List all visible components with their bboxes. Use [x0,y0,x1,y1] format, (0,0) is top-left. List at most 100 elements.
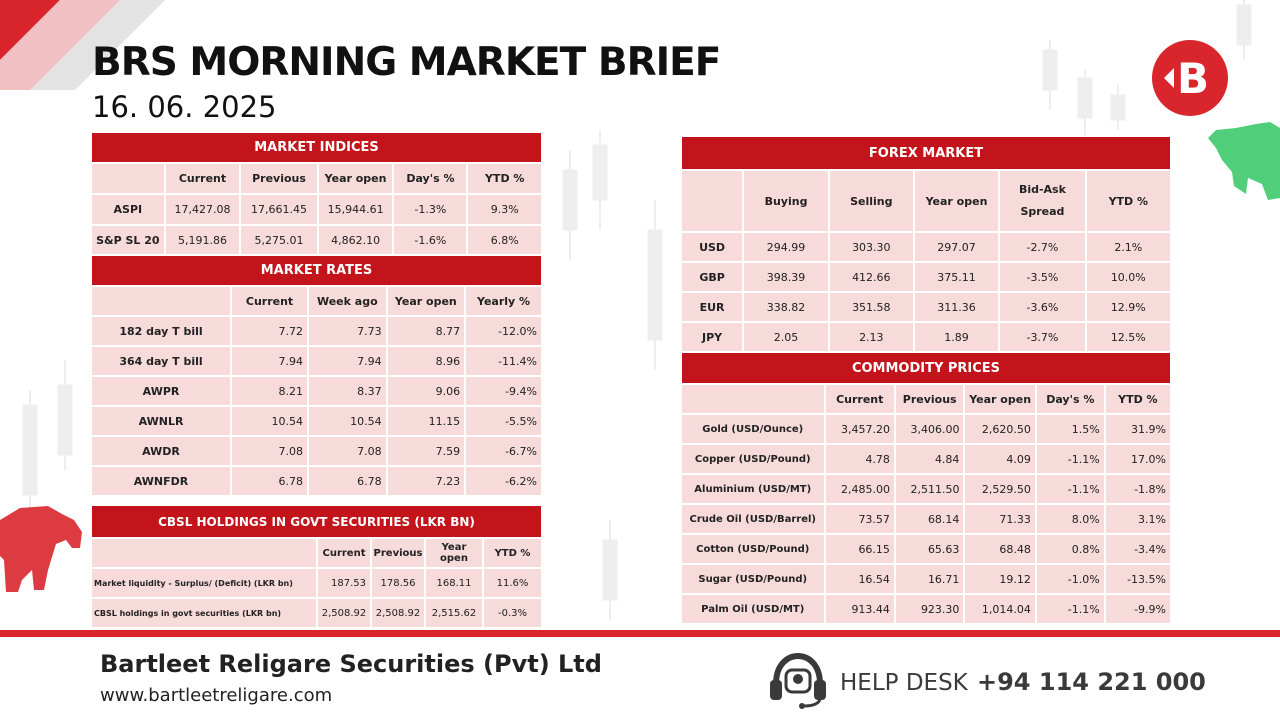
cell-value: 311.36 [914,293,999,321]
forex-market-table: FOREX MARKET Buying Selling Year open Bi… [680,135,1172,353]
cell-value: -1.6% [394,226,467,255]
cell-value: 2.13 [829,323,913,351]
bear-silhouette [0,506,82,592]
table-row: Aluminium (USD/MT) 2,485.00 2,511.50 2,5… [682,475,1170,503]
row-label: Aluminium (USD/MT) [682,475,824,503]
company-name: Bartleet Religare Securities (Pvt) Ltd [100,650,602,678]
cell-value: -1.1% [1036,445,1104,473]
cell-value: 187.53 [318,569,370,597]
cell-value: 7.08 [232,437,308,465]
cell-value: 7.94 [232,347,308,375]
page-title: BRS MORNING MARKET BRIEF [92,40,721,85]
column-header: YTD % [484,539,541,567]
cell-value: 2,529.50 [965,475,1035,503]
row-label: AWNFDR [92,467,231,495]
row-label: Market liquidity - Surplus/ (Deficit) (L… [92,569,316,597]
table-row: S&P SL 20 5,191.86 5,275.01 4,862.10 -1.… [92,226,541,255]
headset-icon [770,652,826,709]
commodity-prices-title: COMMODITY PRICES [682,353,1170,383]
column-header: Current [232,287,308,315]
cell-value: -1.0% [1036,565,1104,593]
cell-value: 7.73 [309,317,386,345]
column-header: Bid-Ask Spread [1000,171,1085,231]
helpdesk-label: HELP DESK [840,670,968,696]
cell-value: 68.48 [965,535,1035,563]
cbsl-holdings-title: CBSL HOLDINGS IN GOVT SECURITIES (LKR BN… [92,506,541,537]
cell-value: 2,485.00 [825,475,894,503]
cell-value: 8.0% [1036,505,1104,533]
cell-value: 3,406.00 [895,415,964,443]
cell-value: 4.78 [825,445,894,473]
cell-value: -9.9% [1105,595,1170,623]
cell-value: -2.7% [1000,233,1085,261]
brs-logo-icon: B [1152,40,1228,116]
column-header: Current [825,385,894,413]
column-header: YTD % [1086,171,1170,231]
column-header: Year open [914,171,999,231]
cell-value: 3.1% [1105,505,1170,533]
cell-value: 11.15 [387,407,465,435]
row-label: Sugar (USD/Pound) [682,565,824,593]
row-label: EUR [682,293,743,321]
row-label: USD [682,233,743,261]
cell-value: 10.0% [1086,263,1170,291]
cell-value: 16.71 [895,565,964,593]
row-label: Gold (USD/Ounce) [682,415,824,443]
column-header: Year open [965,385,1035,413]
cell-value: 31.9% [1105,415,1170,443]
cell-value: -6.7% [466,437,541,465]
cell-value: 8.37 [309,377,386,405]
cell-value: -12.0% [466,317,541,345]
column-header: Week ago [309,287,386,315]
website-link[interactable]: www.bartleetreligare.com [100,685,333,706]
table-row: Gold (USD/Ounce) 3,457.20 3,406.00 2,620… [682,415,1170,443]
row-label: Palm Oil (USD/MT) [682,595,824,623]
column-header: Previous [241,164,317,193]
row-label: S&P SL 20 [92,226,164,255]
column-header: Previous [372,539,424,567]
row-label: AWPR [92,377,231,405]
table-row: GBP 398.39 412.66 375.11 -3.5% 10.0% [682,263,1170,291]
cell-value: 11.6% [484,569,541,597]
column-header: Yearly % [466,287,541,315]
column-header: Buying [744,171,828,231]
cell-value: 73.57 [825,505,894,533]
row-label: GBP [682,263,743,291]
helpdesk-phone[interactable]: +94 114 221 000 [977,668,1206,696]
cell-value: 294.99 [744,233,828,261]
cell-value: 4,862.10 [318,226,393,255]
cell-value: 2,508.92 [318,599,370,627]
cell-value: 0.8% [1036,535,1104,563]
table-row: JPY 2.05 2.13 1.89 -3.7% 12.5% [682,323,1170,351]
cell-value: 7.08 [309,437,386,465]
cell-value: 12.9% [1086,293,1170,321]
row-label: AWNLR [92,407,231,435]
cell-value: 17.0% [1105,445,1170,473]
market-indices-title: MARKET INDICES [92,133,541,162]
row-label: Cotton (USD/Pound) [682,535,824,563]
table-row: ASPI 17,427.08 17,661.45 15,944.61 -1.3%… [92,195,541,224]
table-row: USD 294.99 303.30 297.07 -2.7% 2.1% [682,233,1170,261]
cell-value: 16.54 [825,565,894,593]
row-label: 182 day T bill [92,317,231,345]
table-row: AWDR 7.08 7.08 7.59 -6.7% [92,437,541,465]
table-row: AWNFDR 6.78 6.78 7.23 -6.2% [92,467,541,495]
cell-value: -1.1% [1036,595,1104,623]
cell-value: 5,275.01 [241,226,317,255]
forex-market-title: FOREX MARKET [682,137,1170,169]
row-label: Copper (USD/Pound) [682,445,824,473]
cell-value: 15,944.61 [318,195,393,224]
cell-value: 2.05 [744,323,828,351]
cell-value: 7.23 [387,467,465,495]
cell-value: 3,457.20 [825,415,894,443]
cell-value: 7.94 [309,347,386,375]
table-row: CBSL holdings in govt securities (LKR bn… [92,599,541,627]
cell-value: 6.8% [468,226,541,255]
cell-value: 2,515.62 [426,599,482,627]
cell-value: 375.11 [914,263,999,291]
cell-value: 2.1% [1086,233,1170,261]
cell-value: 8.21 [232,377,308,405]
cell-value: -1.1% [1036,475,1104,503]
cell-value: 10.54 [232,407,308,435]
table-row: Crude Oil (USD/Barrel) 73.57 68.14 71.33… [682,505,1170,533]
